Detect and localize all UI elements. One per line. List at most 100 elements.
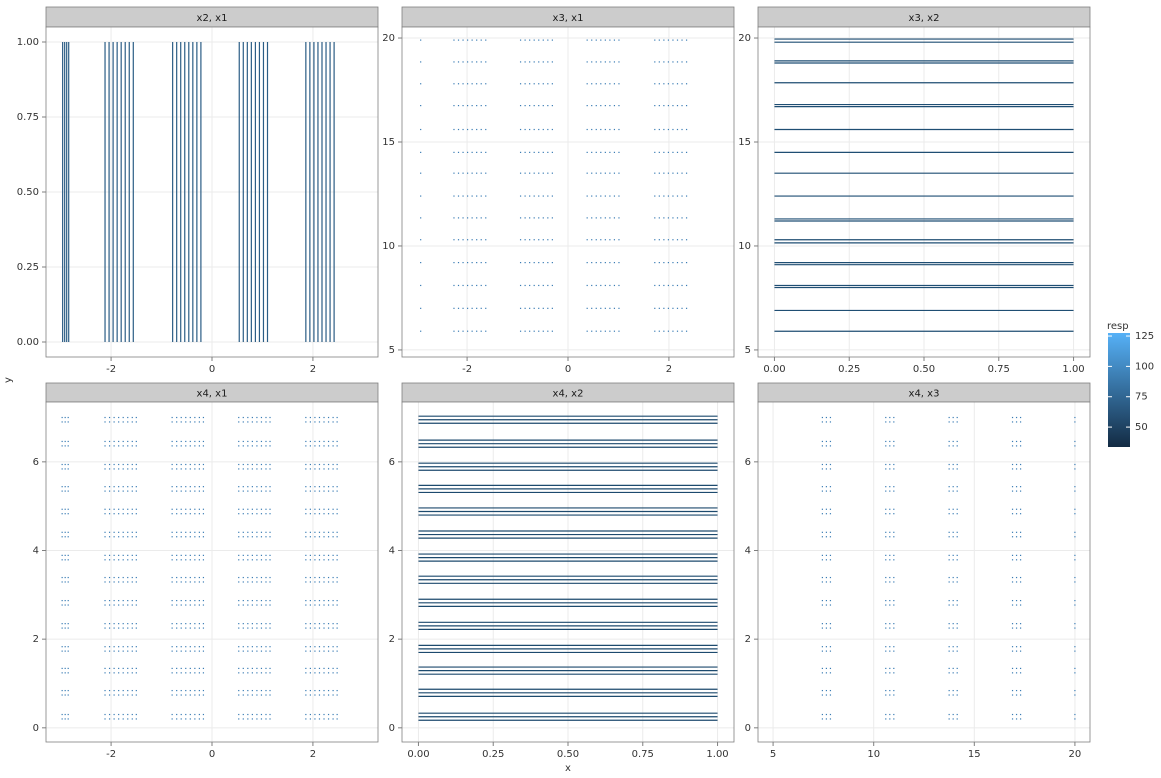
data-point	[251, 623, 253, 625]
data-point	[176, 421, 178, 423]
data-point	[327, 486, 330, 488]
data-point	[118, 416, 120, 419]
data-point	[952, 421, 954, 423]
data-point	[305, 650, 307, 652]
data-point	[889, 421, 891, 423]
data-point	[825, 650, 828, 652]
data-point	[327, 576, 330, 579]
data-point	[462, 172, 464, 174]
y-tick-label: 0	[389, 723, 395, 734]
data-point	[180, 713, 182, 716]
x-tick-label: 0.25	[838, 364, 860, 375]
data-point	[242, 559, 244, 561]
data-point	[122, 445, 124, 447]
data-point	[260, 599, 263, 602]
data-point	[327, 694, 330, 696]
data-point	[185, 713, 187, 716]
data-point	[542, 195, 544, 197]
data-point	[825, 531, 828, 533]
data-point	[269, 672, 271, 674]
data-point	[1015, 421, 1018, 423]
data-point	[462, 195, 464, 197]
data-point	[893, 718, 895, 720]
data-point	[251, 490, 253, 492]
data-point	[238, 531, 240, 533]
data-point	[305, 486, 307, 488]
data-point	[67, 576, 69, 579]
data-point	[476, 61, 478, 63]
data-point	[457, 39, 460, 41]
data-point	[202, 650, 205, 652]
data-point	[171, 599, 173, 602]
legend-tick-label: 75	[1135, 392, 1148, 403]
data-point	[202, 440, 205, 443]
data-point	[893, 468, 895, 470]
data-point	[318, 646, 321, 648]
data-point	[332, 672, 334, 674]
data-point	[613, 128, 616, 131]
data-point	[1019, 576, 1022, 579]
data-point	[127, 468, 129, 470]
data-point	[457, 239, 460, 241]
data-point	[118, 536, 120, 538]
data-point	[1019, 445, 1022, 447]
data-point	[256, 536, 258, 538]
data-point	[198, 623, 200, 625]
data-point	[309, 445, 311, 447]
data-point	[1015, 718, 1018, 720]
data-point	[466, 39, 469, 41]
data-point	[485, 217, 487, 219]
data-point	[202, 486, 205, 488]
data-point	[551, 217, 553, 219]
data-point	[122, 623, 124, 625]
data-point	[542, 330, 544, 332]
data-point	[420, 83, 422, 85]
data-point	[176, 468, 178, 470]
data-point	[609, 39, 611, 41]
data-point	[604, 261, 606, 264]
data-point	[681, 195, 683, 197]
data-point	[618, 151, 620, 153]
data-point	[189, 689, 191, 692]
data-point	[104, 559, 106, 561]
data-point	[829, 559, 832, 561]
data-point	[238, 421, 240, 423]
data-point	[256, 440, 258, 443]
data-point	[1011, 486, 1014, 488]
data-point	[1011, 531, 1014, 533]
data-point	[194, 490, 196, 492]
panel-title: x3, x1	[553, 13, 584, 24]
data-point	[1015, 554, 1018, 556]
data-point	[889, 667, 891, 670]
data-point	[519, 83, 522, 85]
data-point	[956, 463, 958, 466]
data-point	[135, 421, 137, 423]
data-point	[547, 217, 549, 219]
data-point	[171, 650, 173, 652]
x-tick-label: 15	[968, 749, 981, 760]
data-point	[667, 284, 670, 287]
data-point	[476, 284, 478, 287]
data-point	[265, 554, 267, 556]
data-point	[176, 416, 178, 419]
data-point	[462, 217, 464, 219]
data-point	[61, 421, 63, 423]
data-point	[1015, 646, 1018, 648]
data-point	[1011, 667, 1014, 670]
data-point	[127, 667, 129, 670]
data-point	[113, 650, 115, 652]
data-point	[889, 554, 891, 556]
data-point	[1074, 440, 1076, 443]
data-point	[251, 554, 253, 556]
data-point	[67, 445, 69, 447]
data-point	[591, 217, 593, 219]
data-point	[135, 416, 137, 419]
data-point	[64, 421, 66, 423]
data-point	[61, 627, 63, 629]
data-point	[108, 554, 111, 556]
data-point	[825, 508, 828, 510]
data-point	[122, 672, 124, 674]
data-point	[176, 627, 178, 629]
data-point	[332, 718, 334, 720]
y-tick-label: 20	[382, 33, 395, 44]
